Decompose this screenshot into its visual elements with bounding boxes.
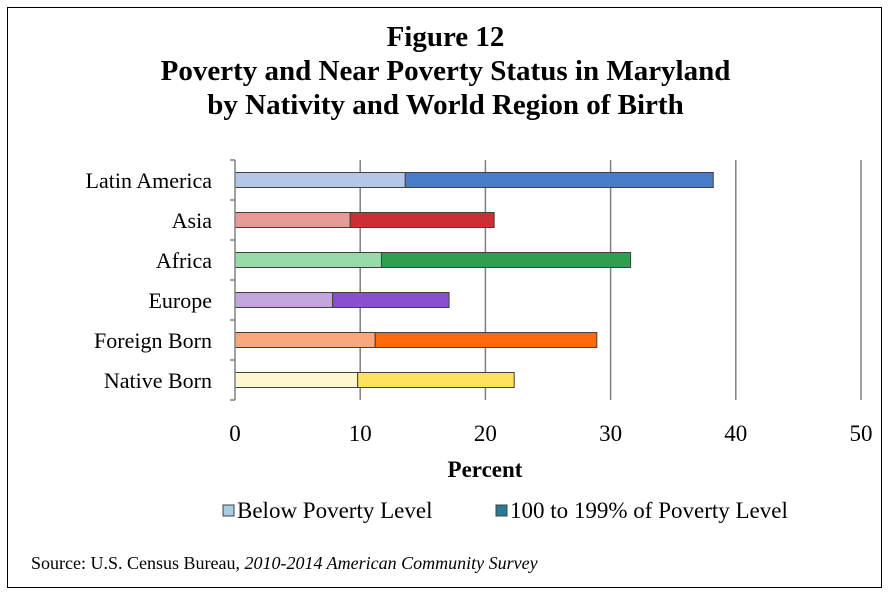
category-labels: Latin America Asia Africa Europe Foreign Bor… xyxy=(86,168,213,393)
x-tick-label: 50 xyxy=(850,421,873,446)
bar-native-born-series-1 xyxy=(357,372,515,388)
x-tick-label: 0 xyxy=(229,421,241,446)
x-axis-label: Percent xyxy=(448,457,523,482)
x-tick-label: 10 xyxy=(349,421,372,446)
category-label: Foreign Born xyxy=(94,328,212,353)
x-tick-label: 20 xyxy=(474,421,497,446)
category-label: Native Born xyxy=(104,368,212,393)
x-tick-label: 40 xyxy=(724,421,747,446)
bar-africa-series-1 xyxy=(380,252,632,268)
legend-label-0: Below Poverty Level xyxy=(237,498,432,523)
bar-latin-america-series-0 xyxy=(234,172,406,188)
gridlines xyxy=(359,160,862,400)
bar-europe-series-0 xyxy=(234,292,334,308)
legend-label-1: 100 to 199% of Poverty Level xyxy=(510,498,788,523)
tick-labels: 0 10 20 30 40 50 xyxy=(229,421,872,446)
source-note: Source: U.S. Census Bureau, 2010-2014 Am… xyxy=(31,553,538,574)
category-label: Africa xyxy=(156,248,212,273)
bar-europe-series-1 xyxy=(332,292,450,308)
legend-swatch-1 xyxy=(495,504,508,517)
chart-title-line-2: by Nativity and World Region of Birth xyxy=(207,89,684,121)
axes xyxy=(230,159,236,401)
bar-africa-series-0 xyxy=(234,252,382,268)
bar-foreign-born-series-0 xyxy=(234,332,376,348)
bar-asia-series-0 xyxy=(234,212,351,228)
category-label: Asia xyxy=(172,208,213,233)
bar-asia-series-1 xyxy=(349,212,495,228)
legend-swatch-0 xyxy=(222,504,235,517)
source-survey: 2010-2014 American Community Survey xyxy=(244,553,538,573)
bar-native-born-series-0 xyxy=(234,372,359,388)
bar-foreign-born-series-1 xyxy=(374,332,598,348)
source-prefix: Source: U.S. Census Bureau, xyxy=(31,553,245,573)
bar-latin-america-series-1 xyxy=(404,172,714,188)
chart-title-block: Figure 12 Poverty and Near Poverty Statu… xyxy=(0,20,891,122)
category-label: Latin America xyxy=(86,168,213,193)
x-tick-label: 30 xyxy=(599,421,622,446)
legend: Below Poverty Level 100 to 199% of Povert… xyxy=(222,498,788,523)
bars xyxy=(234,172,714,388)
chart-title-line-1: Poverty and Near Poverty Status in Maryl… xyxy=(160,55,731,87)
figure-label: Figure 12 xyxy=(386,21,505,53)
category-label: Europe xyxy=(148,288,212,313)
